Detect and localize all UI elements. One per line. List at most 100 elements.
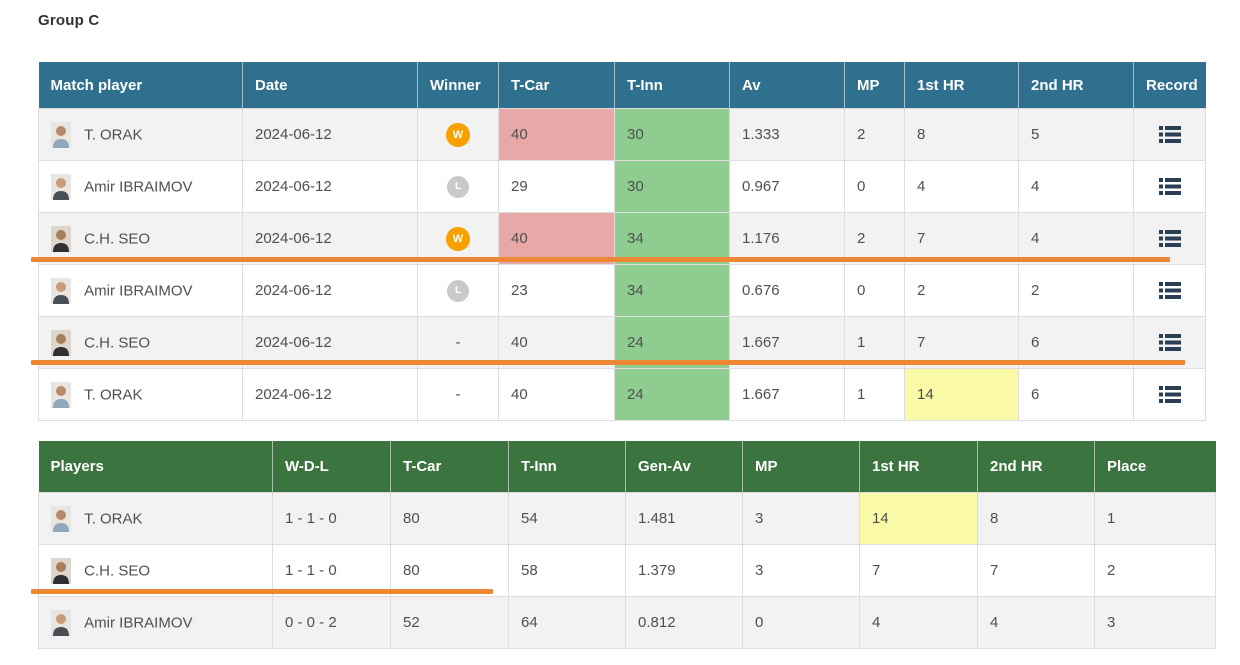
match-row-6: T. ORAK 2024-06-12 - 40 24 1.667 1 14 6 bbox=[38, 368, 1206, 421]
mp-cell: 1 bbox=[844, 368, 905, 421]
tinn-cell: 34 bbox=[614, 264, 730, 317]
player-cell: Amir IBRAIMOV bbox=[38, 264, 243, 317]
col-header-date: Date bbox=[242, 62, 418, 109]
mp-cell: 2 bbox=[844, 108, 905, 161]
hr2-cell: 8 bbox=[977, 492, 1095, 545]
hr2-cell: 2 bbox=[1018, 264, 1134, 317]
player-name: Amir IBRAIMOV bbox=[84, 614, 193, 631]
col-header-2nd-hr: 2nd HR bbox=[1018, 62, 1134, 109]
col-header-record: Record bbox=[1133, 62, 1206, 109]
record-list-icon bbox=[1158, 230, 1181, 247]
mp-cell: 0 bbox=[844, 264, 905, 317]
hr2-cell: 5 bbox=[1018, 108, 1134, 161]
col-header-1st-hr: 1st HR bbox=[904, 62, 1019, 109]
record-list-icon bbox=[1158, 334, 1181, 351]
av-cell: 0.967 bbox=[729, 160, 845, 213]
player-name: Amir IBRAIMOV bbox=[84, 178, 193, 195]
loss-badge: L bbox=[447, 175, 469, 198]
hr1-cell: 14 bbox=[904, 368, 1019, 421]
col-header-gen-av: Gen-Av bbox=[625, 441, 743, 493]
standings-row-2: C.H. SEO 1 - 1 - 0 80 58 1.379 3 7 7 2 bbox=[38, 544, 1216, 597]
win-badge: W bbox=[446, 122, 470, 147]
record-button[interactable] bbox=[1155, 330, 1185, 355]
col-header-mp: MP bbox=[742, 441, 860, 493]
av-cell: 1.333 bbox=[729, 108, 845, 161]
col-header-tcar: T-Car bbox=[390, 441, 509, 493]
place-cell: 1 bbox=[1094, 492, 1216, 545]
place-cell: 2 bbox=[1094, 544, 1216, 597]
tinn-cell: 64 bbox=[508, 596, 626, 649]
player-name: T. ORAK bbox=[84, 386, 143, 403]
col-header-place: Place bbox=[1094, 441, 1216, 493]
player-name: C.H. SEO bbox=[84, 230, 151, 247]
hr2-cell: 4 bbox=[977, 596, 1095, 649]
col-header-match-player: Match player bbox=[38, 62, 243, 109]
record-button[interactable] bbox=[1155, 174, 1185, 199]
match-row-3: C.H. SEO 2024-06-12 W 40 34 1.176 2 7 4 bbox=[38, 212, 1206, 265]
player-avatar bbox=[51, 505, 71, 532]
place-cell: 3 bbox=[1094, 596, 1216, 649]
tinn-cell: 58 bbox=[508, 544, 626, 597]
tcar-cell: 52 bbox=[390, 596, 509, 649]
record-list-icon bbox=[1158, 282, 1181, 299]
hr1-cell: 2 bbox=[904, 264, 1019, 317]
player-avatar bbox=[51, 225, 71, 252]
player-name: C.H. SEO bbox=[84, 334, 151, 351]
player-avatar bbox=[51, 381, 71, 408]
highlight-underline-standings-row-2 bbox=[31, 589, 493, 594]
col-header-winner: Winner bbox=[417, 62, 499, 109]
page-title: Group C bbox=[38, 12, 100, 29]
player-name: T. ORAK bbox=[84, 126, 143, 143]
hr1-cell: 7 bbox=[904, 212, 1019, 265]
wdl-cell: 1 - 1 - 0 bbox=[272, 544, 391, 597]
record-button[interactable] bbox=[1155, 226, 1185, 251]
win-badge: W bbox=[446, 226, 470, 251]
player-avatar bbox=[51, 329, 71, 356]
date-cell: 2024-06-12 bbox=[242, 368, 418, 421]
highlight-underline-match-row-3 bbox=[31, 257, 1170, 262]
winner-cell: L bbox=[417, 264, 499, 317]
col-header-players: Players bbox=[38, 441, 273, 493]
wdl-cell: 0 - 0 - 2 bbox=[272, 596, 391, 649]
av-cell: 0.676 bbox=[729, 264, 845, 317]
winner-dash: - bbox=[455, 334, 461, 351]
record-cell bbox=[1133, 264, 1206, 317]
col-header-wdl: W-D-L bbox=[272, 441, 391, 493]
player-cell: Amir IBRAIMOV bbox=[38, 160, 243, 213]
player-name: Amir IBRAIMOV bbox=[84, 282, 193, 299]
player-avatar bbox=[51, 557, 71, 584]
player-avatar bbox=[51, 173, 71, 200]
mp-cell: 0 bbox=[844, 160, 905, 213]
hr1-cell: 7 bbox=[859, 544, 978, 597]
standings-row-3: Amir IBRAIMOV 0 - 0 - 2 52 64 0.812 0 4 … bbox=[38, 596, 1216, 649]
match-row-1: T. ORAK 2024-06-12 W 40 30 1.333 2 8 5 bbox=[38, 108, 1206, 161]
tinn-cell: 34 bbox=[614, 212, 730, 265]
winner-cell: L bbox=[417, 160, 499, 213]
winner-dash: - bbox=[455, 386, 461, 403]
record-cell bbox=[1133, 212, 1206, 265]
record-list-icon bbox=[1158, 178, 1181, 195]
match-row-2: Amir IBRAIMOV 2024-06-12 L 29 30 0.967 0… bbox=[38, 160, 1206, 213]
player-cell: Amir IBRAIMOV bbox=[38, 596, 273, 649]
tcar-cell: 23 bbox=[498, 264, 615, 317]
wdl-cell: 1 - 1 - 0 bbox=[272, 492, 391, 545]
gen-av-cell: 1.481 bbox=[625, 492, 743, 545]
record-button[interactable] bbox=[1155, 122, 1185, 147]
tcar-cell: 80 bbox=[390, 544, 509, 597]
player-cell: T. ORAK bbox=[38, 492, 273, 545]
winner-cell: - bbox=[417, 368, 499, 421]
record-button[interactable] bbox=[1155, 278, 1185, 303]
record-button[interactable] bbox=[1155, 382, 1185, 407]
match-table: Match player Date Winner T-Car T-Inn Av … bbox=[38, 62, 1206, 421]
hr2-cell: 7 bbox=[977, 544, 1095, 597]
record-list-icon bbox=[1158, 386, 1181, 403]
winner-cell: W bbox=[417, 108, 499, 161]
mp-cell: 2 bbox=[844, 212, 905, 265]
date-cell: 2024-06-12 bbox=[242, 264, 418, 317]
col-header-mp: MP bbox=[844, 62, 905, 109]
gen-av-cell: 1.379 bbox=[625, 544, 743, 597]
av-cell: 1.667 bbox=[729, 368, 845, 421]
tcar-cell: 29 bbox=[498, 160, 615, 213]
player-cell: C.H. SEO bbox=[38, 544, 273, 597]
